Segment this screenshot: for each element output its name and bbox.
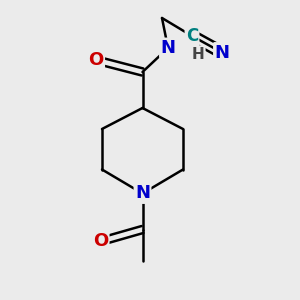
Text: O: O: [93, 232, 108, 250]
Text: N: N: [214, 44, 230, 62]
Text: C: C: [186, 27, 198, 45]
Text: N: N: [160, 39, 175, 57]
Text: N: N: [135, 184, 150, 202]
Text: O: O: [88, 51, 104, 69]
Text: H: H: [192, 46, 204, 62]
